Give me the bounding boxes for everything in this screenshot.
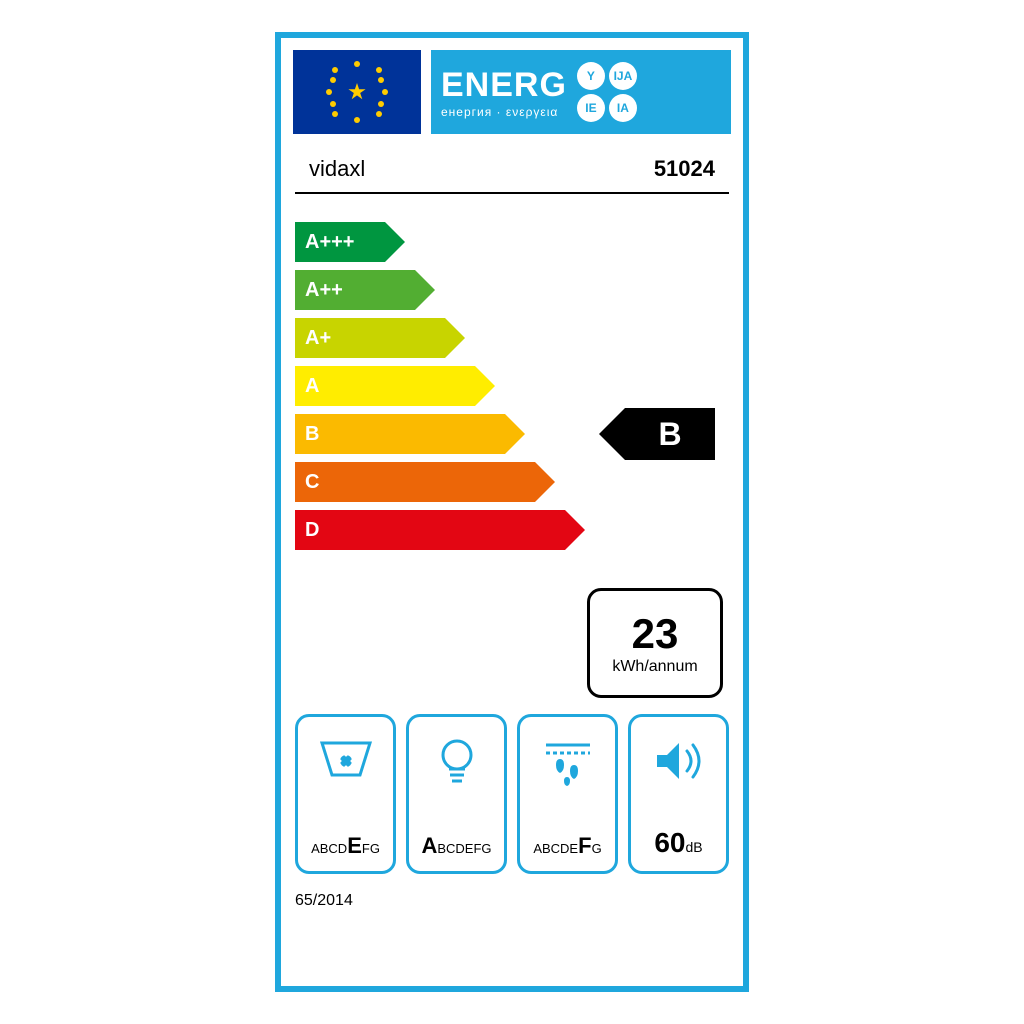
energy-label: ENERG енергия · ενεργεια Y IJA IE IA vid… bbox=[275, 32, 749, 992]
scale-row: A+++ bbox=[295, 222, 729, 262]
light-rating: A BCDEFG bbox=[421, 833, 491, 859]
supplier-name: vidaxl bbox=[309, 156, 365, 182]
picto-noise: 60 dB bbox=[628, 714, 729, 874]
scale-bar-label: B bbox=[305, 423, 319, 446]
scale-bar-label: A++ bbox=[305, 279, 343, 302]
grease-rating: ABCDE F G bbox=[533, 833, 601, 859]
rating-indicator: B bbox=[625, 408, 715, 460]
scale-bar: D bbox=[295, 510, 565, 550]
scale-bar-label: A bbox=[305, 375, 319, 398]
hood-icon bbox=[316, 731, 376, 791]
picto-light: A BCDEFG bbox=[406, 714, 507, 874]
badge-ia: IA bbox=[609, 94, 637, 122]
scale-bar: A+ bbox=[295, 318, 445, 358]
energy-title-block: ENERG енергия · ενεργεια Y IJA IE IA bbox=[431, 50, 731, 134]
badge-ija: IJA bbox=[609, 62, 637, 90]
efficiency-scale: A+++A++A+ABBCD bbox=[281, 194, 743, 568]
supplier-row: vidaxl 51024 bbox=[281, 142, 743, 192]
scale-bar: A bbox=[295, 366, 475, 406]
scale-bar-label: A+ bbox=[305, 327, 331, 350]
scale-bar-label: C bbox=[305, 471, 319, 494]
scale-bar: C bbox=[295, 462, 535, 502]
scale-bar-label: D bbox=[305, 519, 319, 542]
regulation-number: 65/2014 bbox=[281, 886, 743, 920]
scale-row: A+ bbox=[295, 318, 729, 358]
light-icon bbox=[427, 731, 487, 791]
scale-bar-label: A+++ bbox=[305, 231, 354, 254]
pictogram-row: ABCD E FG A BCDEFG bbox=[281, 714, 743, 886]
label-header: ENERG енергия · ενεργεια Y IJA IE IA bbox=[281, 38, 743, 142]
scale-bar: A++ bbox=[295, 270, 415, 310]
scale-bar: B bbox=[295, 414, 505, 454]
energy-consumption-box: 23 kWh/annum bbox=[587, 588, 723, 698]
scale-row: A bbox=[295, 366, 729, 406]
consumption-unit: kWh/annum bbox=[612, 658, 697, 676]
language-badges: Y IJA IE IA bbox=[577, 62, 637, 122]
energy-title: ENERG bbox=[441, 66, 567, 105]
hood-rating: ABCD E FG bbox=[311, 833, 380, 859]
picto-hood: ABCD E FG bbox=[295, 714, 396, 874]
energy-subtitle: енергия · ενεργεια bbox=[441, 105, 567, 119]
scale-bar: A+++ bbox=[295, 222, 385, 262]
scale-row: D bbox=[295, 510, 729, 550]
eu-flag-icon bbox=[293, 50, 421, 134]
picto-grease: ABCDE F G bbox=[517, 714, 618, 874]
consumption-value: 23 bbox=[632, 610, 679, 658]
scale-row: BB bbox=[295, 414, 729, 454]
noise-icon bbox=[649, 731, 709, 791]
model-number: 51024 bbox=[654, 156, 715, 182]
badge-ie: IE bbox=[577, 94, 605, 122]
badge-y: Y bbox=[577, 62, 605, 90]
grease-icon bbox=[538, 731, 598, 791]
noise-value: 60 dB bbox=[654, 827, 702, 859]
scale-row: A++ bbox=[295, 270, 729, 310]
scale-row: C bbox=[295, 462, 729, 502]
